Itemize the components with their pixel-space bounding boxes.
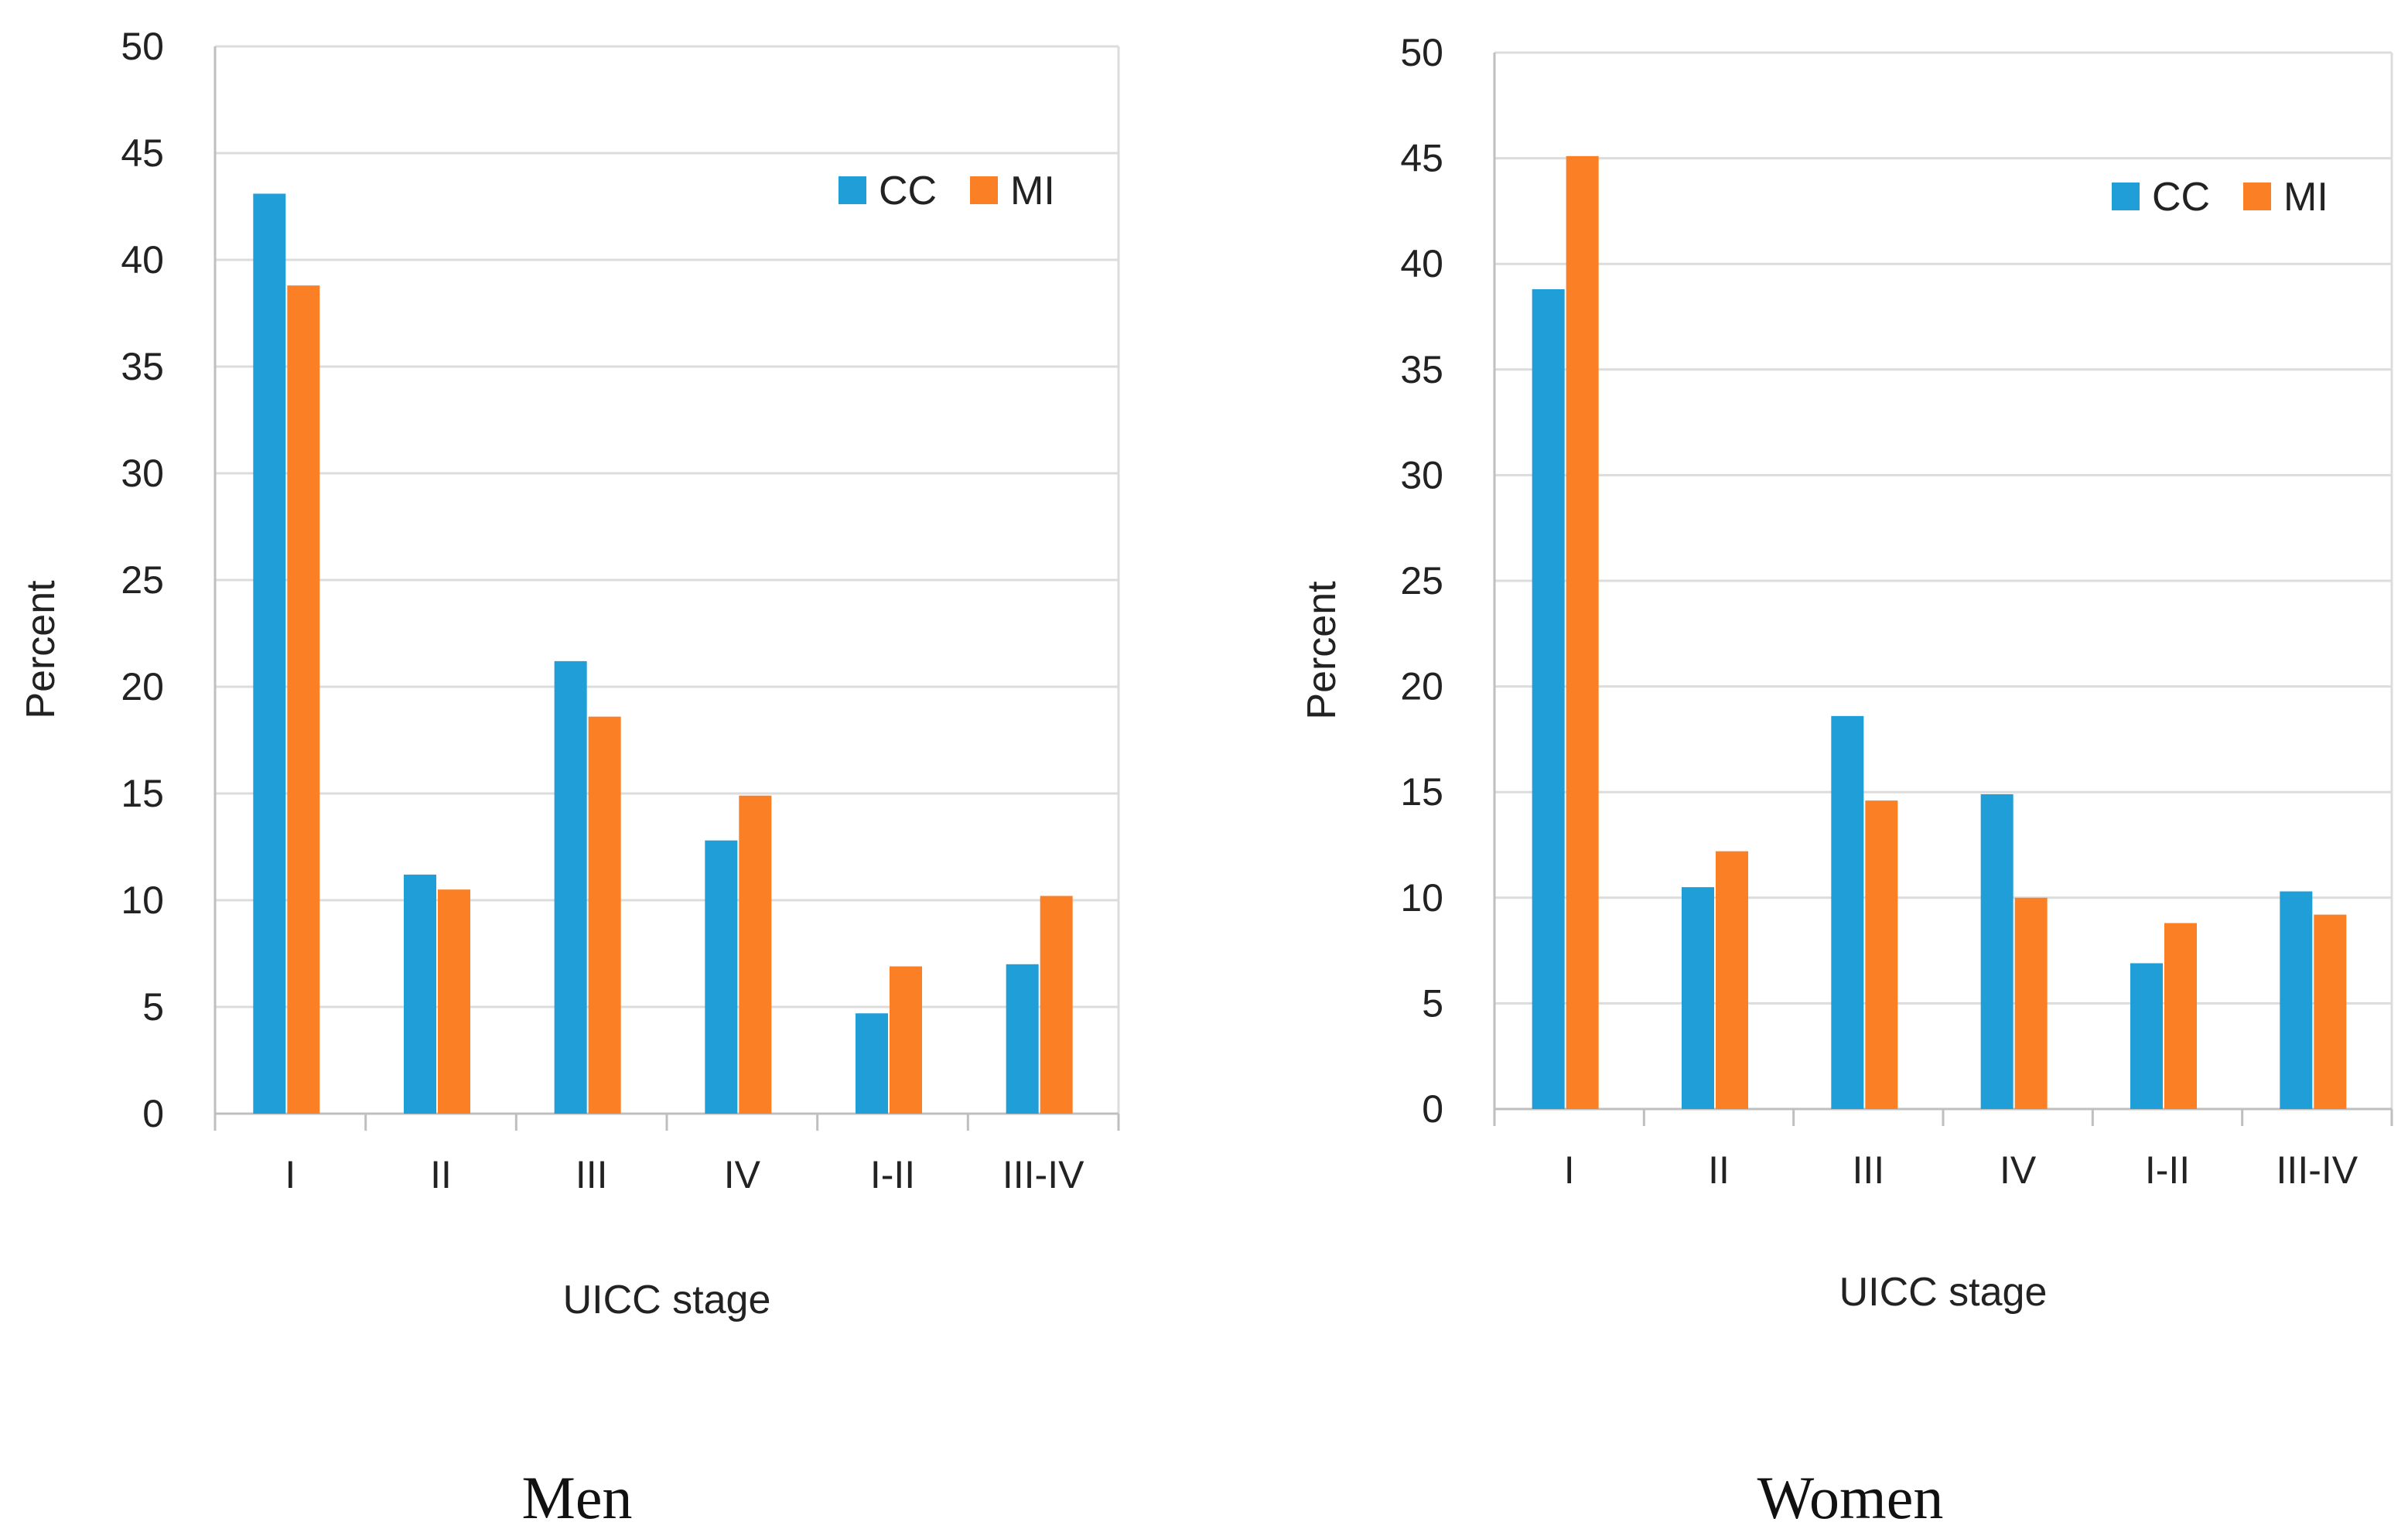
men-bar-mi-III-IV	[1040, 896, 1073, 1114]
women-legend-label-mi: MI	[2283, 175, 2328, 220]
women-x-tick-label: II	[1708, 1148, 1730, 1192]
women-y-axis-label: Percent	[1300, 581, 1344, 720]
men-bar-cc-III-IV	[1006, 964, 1039, 1114]
men-x-tick-label: I	[285, 1153, 295, 1196]
women-bar-mi-I-II	[2164, 923, 2197, 1109]
men-x-tick-label: II	[430, 1153, 452, 1196]
men-legend-swatch-mi	[970, 176, 998, 204]
women-legend-swatch-cc	[2112, 183, 2140, 210]
men-x-tick-label: III	[576, 1153, 608, 1196]
men-bar-mi-II	[438, 889, 470, 1114]
women-y-tick-label: 50	[1400, 31, 1443, 74]
men-legend-label-cc: CC	[879, 169, 937, 213]
men-bar-cc-I	[253, 193, 286, 1114]
men-bar-mi-I-II	[890, 966, 922, 1114]
women-bar-cc-I-II	[2130, 963, 2163, 1109]
women-y-tick-label: 5	[1422, 981, 1443, 1025]
men-y-tick-label: 15	[121, 772, 164, 815]
men-y-tick-label: 20	[121, 665, 164, 708]
men-x-tick-label: III-IV	[1002, 1153, 1084, 1196]
women-y-tick-label: 30	[1400, 453, 1443, 497]
women-x-tick-label: III-IV	[2276, 1148, 2358, 1192]
women-y-tick-label: 0	[1422, 1087, 1443, 1131]
men-bar-cc-IV	[705, 840, 738, 1114]
women-legend-label-cc: CC	[2152, 175, 2210, 220]
women-bar-mi-IV	[2014, 897, 2048, 1109]
women-x-tick-label: I-II	[2145, 1148, 2190, 1192]
men-y-tick-label: 0	[142, 1092, 164, 1135]
men-y-tick-label: 40	[121, 238, 164, 282]
men-bar-mi-I	[287, 285, 320, 1114]
men-y-tick-label: 45	[121, 131, 164, 175]
women-y-tick-label: 35	[1400, 348, 1443, 391]
women-y-tick-label: 40	[1400, 242, 1443, 285]
men-y-tick-label: 10	[121, 879, 164, 922]
women-bar-cc-II	[1682, 887, 1714, 1109]
men-bar-cc-II	[404, 874, 436, 1114]
men-x-tick-label: I-II	[870, 1153, 915, 1196]
men-bar-mi-III	[588, 716, 621, 1114]
women-caption: Women	[1757, 1464, 1944, 1531]
women-y-tick-label: 15	[1400, 770, 1443, 814]
men-caption: Men	[521, 1464, 633, 1531]
men-y-axis-label: Percent	[19, 580, 63, 719]
women-legend-swatch-mi	[2243, 183, 2271, 210]
men-y-tick-label: 5	[142, 985, 164, 1029]
women-y-tick-label: 20	[1400, 665, 1443, 708]
men-bar-cc-I-II	[856, 1013, 888, 1114]
men-y-tick-label: 25	[121, 558, 164, 602]
women-x-tick-label: IV	[2000, 1148, 2037, 1192]
women-bar-mi-III-IV	[2314, 914, 2347, 1109]
men-legend-swatch-cc	[839, 176, 866, 204]
women-bar-cc-III	[1831, 715, 1864, 1109]
women-bar-mi-I	[1566, 155, 1599, 1109]
men-y-tick-label: 50	[121, 25, 164, 68]
men-bar-cc-III	[554, 660, 587, 1114]
women-x-axis-label: UICC stage	[1839, 1270, 2048, 1315]
women-bar-mi-II	[1716, 851, 1748, 1109]
women-bar-cc-IV	[1980, 793, 2013, 1109]
men-x-axis-label: UICC stage	[563, 1278, 771, 1322]
men-bar-mi-IV	[739, 795, 772, 1114]
women-bar-cc-I	[1532, 288, 1565, 1109]
women-bar-mi-III	[1865, 800, 1898, 1109]
men-legend-label-mi: MI	[1010, 169, 1055, 213]
women-y-tick-label: 45	[1400, 137, 1443, 180]
men-y-tick-label: 30	[121, 452, 164, 495]
men-x-tick-label: IV	[724, 1153, 761, 1196]
women-y-tick-label: 25	[1400, 559, 1443, 602]
women-x-tick-label: I	[1564, 1148, 1575, 1192]
women-x-tick-label: III	[1852, 1148, 1884, 1192]
men-y-tick-label: 35	[121, 345, 164, 388]
women-bar-cc-III-IV	[2280, 891, 2313, 1109]
women-y-tick-label: 10	[1400, 876, 1443, 920]
